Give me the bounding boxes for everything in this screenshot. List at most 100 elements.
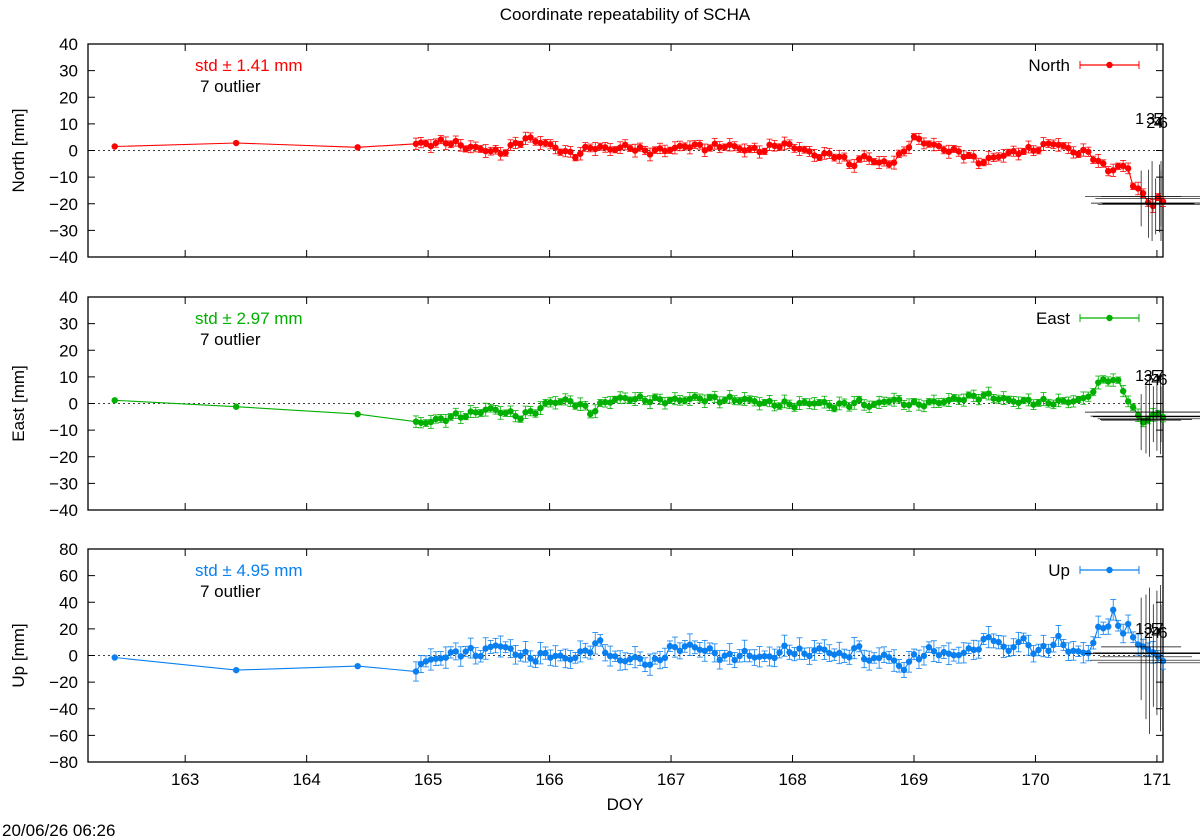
- north-data-point: [616, 144, 624, 151]
- up-data-point: [641, 661, 649, 668]
- north-data-point: [527, 134, 534, 141]
- east-data-point: [925, 398, 933, 405]
- north-data-point: [232, 139, 240, 147]
- north-data-point: [567, 148, 574, 156]
- north-data-point: [477, 145, 484, 153]
- up-data-point: [626, 655, 634, 663]
- east-data-point: [801, 398, 808, 406]
- up-data-point: [427, 656, 435, 663]
- up-data-point: [851, 644, 858, 652]
- up-data-point: [716, 656, 723, 664]
- north-outlier-count: 7 outlier: [200, 77, 261, 96]
- north-data-point: [582, 143, 589, 151]
- up-data-point: [552, 652, 559, 660]
- up-data-point: [532, 658, 539, 665]
- up-data-point: [1119, 630, 1127, 637]
- up-data-point: [646, 661, 654, 668]
- east-data-point: [821, 398, 828, 406]
- up-outlier-tag: 4: [1151, 625, 1160, 642]
- north-legend-marker: [1106, 61, 1113, 69]
- east-data-point: [736, 397, 743, 405]
- north-data-point: [686, 144, 694, 151]
- north-data-point: [1080, 146, 1087, 154]
- up-data-point: [676, 647, 684, 655]
- up-data-point: [354, 662, 361, 670]
- east-data-point: [641, 397, 649, 404]
- north-data-point: [611, 146, 619, 153]
- east-data-point: [786, 401, 793, 408]
- north-data-point: [497, 150, 504, 157]
- north-data-point: [1045, 140, 1052, 147]
- east-data-point: [1015, 399, 1022, 407]
- up-data-point: [1105, 623, 1112, 630]
- up-data-point: [487, 643, 494, 651]
- up-data-point: [527, 655, 534, 662]
- north-data-point: [796, 145, 803, 153]
- east-legend-marker: [1106, 314, 1113, 322]
- up-data-point: [1114, 622, 1122, 629]
- up-data-point: [796, 645, 803, 652]
- x-tick-label: 168: [778, 770, 806, 789]
- north-data-point: [467, 143, 474, 150]
- north-data-point: [602, 144, 609, 151]
- up-data-point: [636, 655, 644, 662]
- north-data-point: [487, 147, 494, 155]
- east-y-tick-label: −20: [49, 448, 78, 467]
- east-data-point: [1035, 399, 1042, 407]
- north-data-point: [417, 139, 425, 146]
- up-data-point: [537, 649, 544, 657]
- north-y-tick-label: −20: [49, 195, 78, 214]
- up-data-point: [671, 643, 679, 651]
- east-data-point: [661, 400, 669, 407]
- up-data-point: [492, 642, 499, 649]
- up-data-point: [1154, 653, 1162, 660]
- up-data-point: [870, 654, 878, 662]
- north-data-point: [741, 147, 748, 154]
- up-data-point: [437, 655, 445, 662]
- east-outlier-tag: 6: [1159, 372, 1168, 389]
- up-data-point: [1124, 620, 1132, 628]
- north-data-point: [841, 153, 848, 161]
- up-data-point: [940, 648, 948, 656]
- north-data-point: [1134, 185, 1142, 192]
- up-data-point: [885, 654, 893, 661]
- east-data-point: [562, 396, 569, 403]
- x-tick-label: 165: [414, 770, 442, 789]
- up-data-point: [925, 644, 933, 651]
- east-data-point: [477, 409, 484, 417]
- east-y-tick-label: −40: [49, 501, 78, 520]
- north-data-point: [806, 148, 813, 155]
- up-outlier-tag: 1: [1135, 621, 1144, 638]
- up-outlier-tag: 6: [1159, 625, 1168, 642]
- east-data-point: [537, 404, 544, 412]
- east-data-point: [1020, 397, 1027, 404]
- up-data-point: [666, 642, 674, 650]
- up-data-point: [746, 652, 753, 660]
- up-data-point: [442, 654, 450, 661]
- east-data-point: [1030, 401, 1037, 408]
- up-y-tick-label: −20: [49, 673, 78, 692]
- up-y-tick-label: −60: [49, 726, 78, 745]
- east-data-point: [1045, 400, 1052, 407]
- east-data-point: [557, 398, 564, 405]
- east-data-point: [885, 398, 893, 405]
- north-y-tick-label: 40: [59, 35, 78, 54]
- north-legend-label: North: [1028, 56, 1070, 75]
- up-data-point: [542, 649, 549, 657]
- east-data-point: [796, 399, 803, 407]
- up-data-point: [935, 652, 943, 659]
- chart-title: Coordinate repeatability of SCHA: [500, 5, 751, 24]
- up-data-point: [1050, 641, 1057, 649]
- north-data-point: [995, 153, 1002, 161]
- east-data-point: [1075, 396, 1082, 403]
- east-data-point: [860, 401, 868, 409]
- up-data-point: [726, 650, 733, 658]
- up-data-point: [1030, 650, 1037, 657]
- up-data-point: [801, 650, 808, 657]
- north-data-point: [427, 142, 435, 150]
- up-data-point: [582, 647, 589, 654]
- east-data-point: [890, 396, 898, 403]
- east-y-tick-label: 20: [59, 341, 78, 360]
- east-data-point: [1090, 388, 1097, 396]
- north-data-point: [547, 141, 554, 148]
